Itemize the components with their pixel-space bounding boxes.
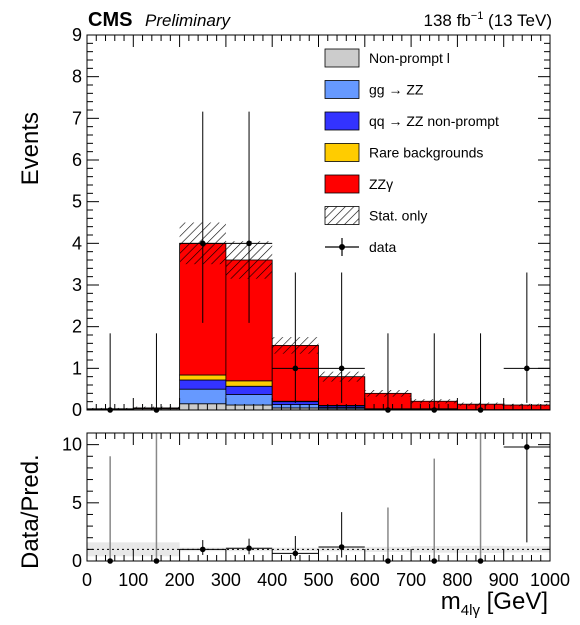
ratio-band-bin [503,546,550,553]
x-tick-label: 0 [82,570,92,590]
legend-marker-dot [339,244,345,250]
stack-bar [179,379,227,390]
ratio-y-tick-label: 0 [72,551,82,571]
main-y-tick-label: 9 [72,25,82,45]
x-tick-label: 500 [303,570,333,590]
legend-swatch [324,143,360,162]
lumi-exponent: −1 [471,10,484,22]
ratio-data-series [87,433,550,564]
data-point [246,240,252,247]
main-y-axis-title: Events [17,112,44,185]
legend-item: data [325,238,396,256]
legend-label: Non-prompt l [369,50,450,66]
x-axis-unit: [GeV] [480,588,548,615]
main-panel [86,111,551,413]
main-y-tick-label: 3 [72,275,82,295]
ratio-point [292,550,299,557]
ratio-point [199,546,206,553]
main-y-tick-label: 2 [72,317,82,337]
legend-label: Stat. only [369,208,427,224]
legend-label: Rare backgrounds [369,145,483,161]
lumi-label: 138 fb−1 (13 TeV) [424,10,552,30]
data-point [199,240,206,247]
legend-swatch [324,174,360,194]
lumi-value: 138 fb [424,11,471,30]
ratio-point [246,545,252,551]
ratio-point [338,544,345,550]
legend-swatch [324,111,360,131]
ratio-y-tick-label: 5 [72,493,82,513]
stack-bar [225,380,273,387]
legend-swatch [324,80,360,99]
x-tick-label: 600 [350,570,380,590]
experiment-label: CMS [88,9,132,31]
x-tick-label: 900 [489,570,519,590]
stack-bar [179,374,227,381]
x-axis-title: m4lγ [GeV] [441,588,548,619]
legend-item: Rare backgrounds [324,143,483,162]
legend-label: data [369,239,396,255]
stack-bar [225,385,273,395]
ratio-point [524,444,530,450]
legend-label: qq → ZZ non-prompt [369,113,499,129]
ratio-y-tick-label: 10 [62,435,82,455]
x-tick-label: 400 [257,570,287,590]
data-series [87,111,550,413]
main-y-tick-label: 6 [72,150,82,170]
ratio-panel [87,433,550,564]
stat-band-bin [503,403,550,407]
x-axis-var: m [441,588,461,615]
data-point [292,365,299,372]
x-tick-label: 800 [442,570,472,590]
main-axes: 0 1 2 3 4 5 6 7 8 9 [72,25,551,420]
data-point [338,365,345,372]
x-tick-label: 300 [211,570,241,590]
legend-label: gg → ZZ [369,82,424,98]
legend-label: ZZγ [369,176,393,192]
main-y-tick-label: 7 [72,108,82,128]
legend-item: qq → ZZ non-prompt [324,111,499,131]
x-tick-label: 200 [165,570,195,590]
legend-item: ZZγ [324,174,393,194]
stack-bar [271,404,319,409]
x-tick-label: 1000 [530,570,570,590]
x-tick-label: 100 [118,570,148,590]
x-tick-label: 700 [396,570,426,590]
legend-swatch-hatch [324,206,360,225]
stack-bar [179,388,227,405]
main-y-tick-label: 8 [72,67,82,87]
legend-item: gg → ZZ [324,80,424,99]
data-point [524,365,530,372]
energy-value: (13 TeV) [483,11,552,30]
main-y-tick-label: 5 [72,192,82,212]
stack-bar [179,403,227,411]
main-y-tick-label: 1 [72,358,82,378]
stack-bar [225,394,273,406]
status-label: Preliminary [145,11,232,30]
legend-item: Stat. only [324,206,427,225]
main-y-tick-label: 4 [72,233,82,253]
main-y-tick-label: 0 [72,400,82,420]
stack-bar [225,404,273,411]
ratio-y-axis-title: Data/Pred. [17,454,44,569]
x-axis-subscript: 4lγ [461,602,481,619]
legend-item: Non-prompt l [324,48,450,68]
legend-swatch [324,48,360,68]
legend: Non-prompt l gg → ZZ qq → ZZ non-prompt Rar… [324,48,499,256]
